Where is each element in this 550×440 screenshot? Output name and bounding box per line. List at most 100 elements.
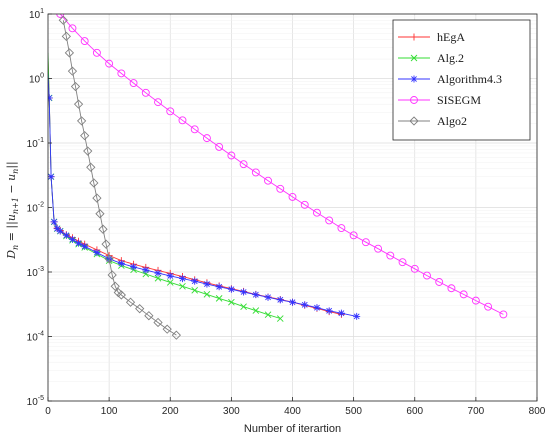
series-point-5 xyxy=(107,270,117,280)
series-point-3 xyxy=(191,277,199,285)
series-point-4 xyxy=(435,278,444,286)
series-point-2 xyxy=(252,307,260,314)
legend-marker xyxy=(410,54,418,62)
series-point-3 xyxy=(130,263,138,271)
series-point-5 xyxy=(101,239,111,249)
series-point-2 xyxy=(228,298,235,306)
legend-marker xyxy=(410,96,418,104)
series-point-3 xyxy=(142,266,150,274)
series-point-2 xyxy=(264,311,272,318)
series-point-3 xyxy=(252,291,260,299)
series-point-4 xyxy=(92,48,101,57)
x-tick-label: 100 xyxy=(101,406,118,417)
series-point-2 xyxy=(203,291,211,298)
series-point-4 xyxy=(374,244,383,253)
y-tick-label: 100 xyxy=(29,73,44,86)
y-label-eq: = || xyxy=(5,221,19,245)
series-point-3 xyxy=(203,280,211,288)
series-point-4 xyxy=(288,192,297,201)
y-label-u2: u xyxy=(5,174,18,181)
series-point-3 xyxy=(215,283,223,291)
series-point-5 xyxy=(144,311,154,321)
series-point-5 xyxy=(125,297,136,307)
series-point-4 xyxy=(117,69,126,78)
series-point-3 xyxy=(325,307,333,315)
series-point-4 xyxy=(300,200,309,209)
series-point-4 xyxy=(202,134,211,143)
series-point-4 xyxy=(349,231,358,240)
series-point-3 xyxy=(264,293,272,301)
series-point-4 xyxy=(178,116,187,125)
series-point-3 xyxy=(178,275,186,283)
series-point-3 xyxy=(93,249,101,257)
series-point-4 xyxy=(447,284,456,293)
series-point-5 xyxy=(104,254,114,264)
series-point-4 xyxy=(325,216,334,225)
series-point-5 xyxy=(135,304,145,314)
series-point-3 xyxy=(56,227,64,235)
legend-marker xyxy=(410,33,418,41)
series-point-5 xyxy=(73,99,84,109)
series-point-4 xyxy=(166,107,175,116)
series-point-4 xyxy=(129,79,138,88)
series-point-4 xyxy=(499,310,508,319)
x-tick-label: 300 xyxy=(223,406,240,417)
series-point-2 xyxy=(240,303,247,310)
series-point-3 xyxy=(353,312,361,320)
series-point-4 xyxy=(337,224,346,233)
series-point-4 xyxy=(423,271,431,280)
series-point-2 xyxy=(166,279,174,286)
series-point-4 xyxy=(56,14,65,18)
series-point-4 xyxy=(227,151,236,160)
series-point-5 xyxy=(67,66,78,76)
series-point-4 xyxy=(68,24,77,33)
x-tick-label: 600 xyxy=(406,406,423,417)
series-point-5 xyxy=(162,324,172,334)
series-point-3 xyxy=(301,301,309,309)
axis-ticks: 0 100 200 300 400 500 600 700 800 101 100 10-1 10-2 1… xyxy=(27,8,546,417)
series-point-5 xyxy=(80,131,90,141)
x-tick-label: 800 xyxy=(529,406,546,417)
series-point-3 xyxy=(48,94,53,102)
y-label-sub-n1: n+1 xyxy=(11,197,20,214)
series-point-4 xyxy=(215,142,224,151)
series-point-4 xyxy=(471,296,480,305)
series-point-5 xyxy=(95,209,105,219)
series-point-4 xyxy=(410,264,419,273)
series-layer xyxy=(48,14,508,340)
series-point-5 xyxy=(110,281,120,291)
series-point-5 xyxy=(92,193,102,203)
y-label-sub-n: n xyxy=(11,245,20,250)
series-point-5 xyxy=(76,116,87,126)
legend-label: hEgA xyxy=(437,30,465,44)
legend-label: Algo2 xyxy=(437,114,467,128)
series-point-3 xyxy=(166,272,174,280)
series-point-2 xyxy=(276,315,284,322)
series-point-3 xyxy=(75,239,83,247)
series-point-5 xyxy=(171,330,181,340)
series-point-3 xyxy=(62,231,70,239)
series-point-3 xyxy=(240,288,248,296)
series-point-3 xyxy=(276,296,284,304)
series-point-3 xyxy=(81,242,89,250)
series-point-3 xyxy=(117,259,125,267)
series-point-4 xyxy=(484,302,493,311)
legend: hEgA Alg.2 Algorithm4.3 SISEGM Algo2 xyxy=(392,19,531,141)
series-point-3 xyxy=(50,218,58,226)
legend-marker xyxy=(409,116,419,126)
legend-label: Algorithm4.3 xyxy=(437,72,502,86)
series-point-2 xyxy=(215,295,223,302)
series-point-4 xyxy=(251,168,260,177)
legend-label: SISEGM xyxy=(437,93,481,107)
series-point-4 xyxy=(361,238,370,247)
series-point-3 xyxy=(313,304,321,312)
y-tick-label: 10-2 xyxy=(27,202,44,215)
y-tick-label: 10-5 xyxy=(27,395,44,408)
series-point-2 xyxy=(191,286,199,294)
y-tick-label: 10-4 xyxy=(27,331,44,344)
legend-marker xyxy=(410,75,418,83)
x-tick-label: 500 xyxy=(345,406,362,417)
series-point-5 xyxy=(64,48,75,58)
legend-label: Alg.2 xyxy=(437,51,464,65)
x-tick-label: 200 xyxy=(162,406,179,417)
